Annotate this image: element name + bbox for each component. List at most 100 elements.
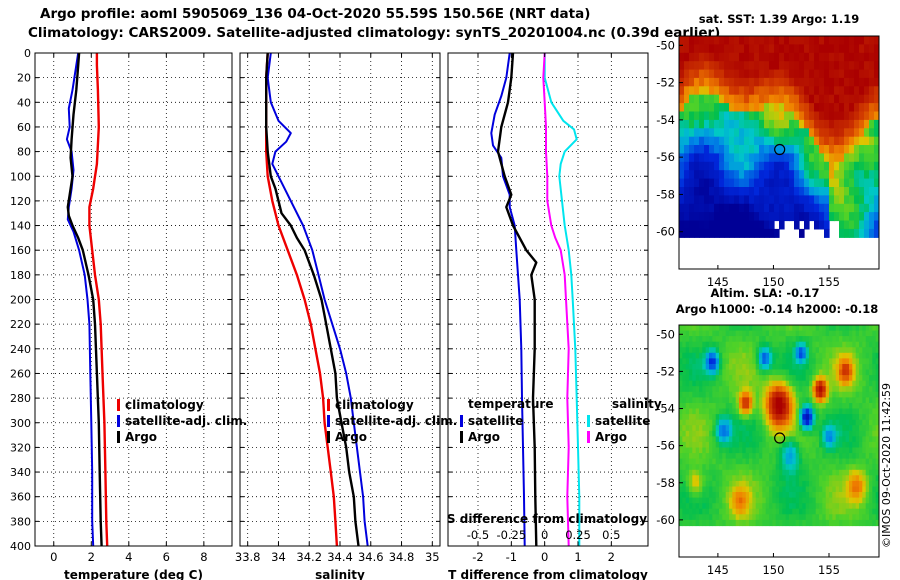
sla_map-pixel <box>862 369 867 376</box>
sla_map-pixel <box>865 408 870 415</box>
sst_map-pixel <box>679 153 685 163</box>
sla_map-pixel <box>712 403 717 410</box>
sla_map-pixel <box>782 425 787 432</box>
sla_map-pixel <box>749 386 753 393</box>
sst_map-pixel <box>784 69 790 79</box>
sla_map-pixel <box>742 391 747 398</box>
sla_map-pixel <box>809 486 813 493</box>
sla_map-pixel <box>735 503 740 510</box>
sla_map-pixel <box>852 391 857 398</box>
sst_map-pixel <box>704 128 710 138</box>
sla_map-pixel <box>755 441 760 449</box>
sla_map-pixel <box>875 347 879 354</box>
sst_map-pixel <box>789 153 795 163</box>
sst_map-pixel <box>689 61 695 71</box>
sst_map-pixel <box>689 145 695 154</box>
sla_map-pixel <box>695 375 700 382</box>
sla_map-pixel <box>802 492 807 499</box>
sla_map-pixel <box>709 325 713 332</box>
sla_map-pixel <box>695 358 700 365</box>
sla_map-pixel <box>842 447 847 454</box>
sla_map-pixel <box>765 447 770 454</box>
sst_map-pixel <box>779 203 785 213</box>
difference-s-tick-label: 0.25 <box>565 528 591 542</box>
sst_map-pixel <box>869 69 875 79</box>
sla_map-pixel <box>759 391 763 398</box>
sla_map-pixel <box>812 414 817 421</box>
sla_map-pixel <box>802 475 807 482</box>
sst_map-pixel <box>819 44 825 54</box>
salinity-xtick-label: 34.8 <box>389 550 415 564</box>
sst_map-pixel <box>824 178 830 188</box>
sst_map-pixel <box>689 69 695 79</box>
sla_map-pixel <box>705 464 710 471</box>
sst_map-pixel <box>854 77 860 87</box>
sla-map-subtitle: Argo h1000: -0.14 h2000: -0.18 <box>676 302 879 316</box>
sst_map-pixel <box>759 86 765 96</box>
sst_map-pixel <box>779 136 785 146</box>
sla_map-pixel <box>702 364 707 371</box>
sst_map-pixel <box>854 170 860 180</box>
sst_map-pixel <box>754 119 760 129</box>
sla_map-pixel <box>699 419 703 426</box>
sla_map-pixel <box>825 347 830 354</box>
sla_map-pixel <box>722 480 727 488</box>
sst_map-pixel <box>709 69 715 79</box>
sla_map-pixel <box>785 414 790 421</box>
sla_map-pixel <box>792 364 797 371</box>
sla_map-pixel <box>852 425 857 432</box>
sla_map-pixel <box>862 375 867 382</box>
sla_map-pixel <box>742 469 747 476</box>
sla_map-pixel <box>745 380 750 387</box>
sst_map-pixel <box>854 69 860 79</box>
sla_map-pixel <box>875 414 879 421</box>
sst_map-pixel <box>729 119 735 129</box>
sla_map-pixel <box>829 341 833 348</box>
sla_map-pixel <box>689 514 693 521</box>
sla_map-pixel <box>872 347 877 354</box>
sst_map-pixel <box>699 36 705 45</box>
sst_map-pixel <box>774 86 780 96</box>
sst_map-pixel <box>854 178 860 188</box>
sst_map-pixel <box>879 78 885 87</box>
sla_map-pixel <box>862 458 867 465</box>
sst_map-pixel <box>699 103 705 113</box>
sst_map-pixel <box>784 94 790 104</box>
sla_map-pixel <box>699 336 703 343</box>
sst_map-pixel <box>679 86 685 96</box>
sla_map-pixel <box>745 408 750 415</box>
sla_map-pixel <box>802 369 807 376</box>
sst_map-pixel <box>859 77 865 87</box>
sst_map-pixel <box>694 86 700 96</box>
sla_map-pixel <box>869 475 873 482</box>
sla_map-pixel <box>782 503 787 510</box>
sst_map-pixel <box>764 220 770 230</box>
sla_map-pixel <box>802 519 807 527</box>
sla_map-pixel <box>799 503 803 510</box>
sst_map-pixel <box>759 69 765 79</box>
sla_map-pixel <box>805 352 810 359</box>
sst_map-pixel <box>754 111 760 121</box>
sla_map-pixel <box>739 425 743 432</box>
sst_map-pixel <box>724 136 730 146</box>
sst_map-pixel <box>689 178 695 188</box>
sla_map-pixel <box>872 464 877 471</box>
sst_map-pixel <box>864 228 870 238</box>
sst_map-pixel <box>744 52 750 62</box>
sst_map-pixel <box>874 119 879 129</box>
sla_map-pixel <box>852 364 857 371</box>
sst_map-pixel <box>709 228 715 238</box>
sla_map-pixel <box>875 519 879 527</box>
sla_map-pixel <box>702 397 707 404</box>
sla_map-pixel <box>779 380 783 387</box>
sst_map-pixel <box>749 228 755 238</box>
sla_map-pixel <box>839 380 843 387</box>
sla_map-pixel <box>842 486 847 493</box>
sla_map-pixel <box>769 447 773 454</box>
sla_map-pixel <box>682 414 687 421</box>
title-line-1: Argo profile: aoml 5905069_136 04-Oct-20… <box>40 6 591 22</box>
sla_map-pixel <box>822 519 827 527</box>
sst_map-pixel <box>764 187 770 196</box>
sla_map-pixel <box>742 453 747 460</box>
sla_map-pixel <box>852 419 857 426</box>
